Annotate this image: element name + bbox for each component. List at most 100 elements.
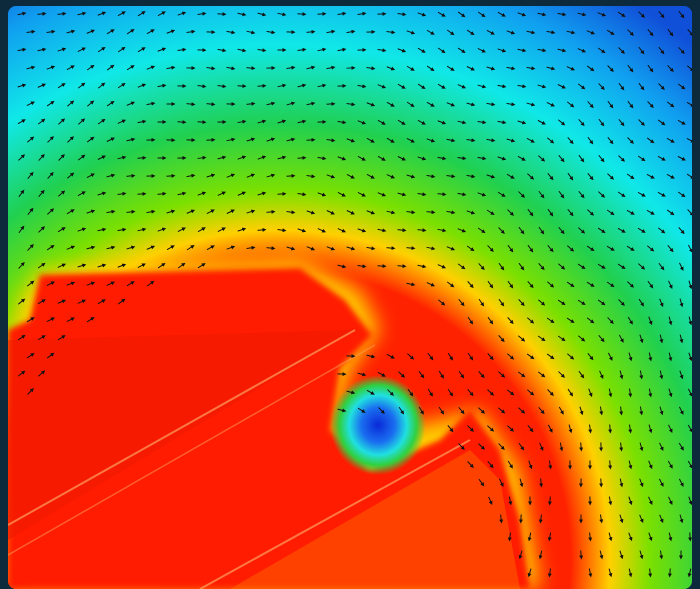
field-arrow xyxy=(486,174,496,179)
field-arrow xyxy=(497,48,507,53)
field-arrow xyxy=(539,478,544,488)
field-arrow xyxy=(226,137,236,142)
field-arrow xyxy=(17,370,26,377)
field-arrow xyxy=(639,406,644,416)
field-arrow xyxy=(397,12,407,17)
field-arrow xyxy=(466,245,475,252)
field-arrow xyxy=(627,281,635,288)
field-arrow xyxy=(639,514,644,524)
field-arrow xyxy=(457,156,467,161)
field-arrow xyxy=(597,12,607,17)
field-arrow xyxy=(357,155,366,161)
field-arrow xyxy=(458,407,465,415)
field-arrow xyxy=(446,174,456,179)
field-arrow xyxy=(517,48,527,53)
field-arrow xyxy=(437,156,447,161)
field-arrow xyxy=(659,370,664,380)
field-arrow xyxy=(687,424,692,433)
field-arrow xyxy=(546,317,555,324)
field-arrow xyxy=(517,371,526,378)
field-arrow xyxy=(137,227,147,232)
field-arrow xyxy=(317,228,327,233)
field-arrow xyxy=(266,101,276,106)
field-arrow xyxy=(397,119,406,125)
field-arrow xyxy=(437,192,447,197)
field-arrow xyxy=(97,118,106,125)
field-arrow xyxy=(66,29,76,34)
image xyxy=(8,6,692,589)
field-arrow xyxy=(47,136,54,143)
field-arrow xyxy=(627,137,634,144)
field-arrow xyxy=(406,210,416,215)
field-arrow xyxy=(427,352,434,361)
field-arrow xyxy=(46,317,55,323)
field-arrow xyxy=(386,210,396,215)
field-arrow xyxy=(66,245,76,250)
field-arrow xyxy=(407,388,414,397)
field-arrow xyxy=(46,100,55,107)
field-arrow xyxy=(186,173,196,178)
field-arrow xyxy=(619,442,624,452)
field-arrow xyxy=(646,209,655,215)
field-arrow xyxy=(586,317,595,324)
field-arrow xyxy=(437,120,447,125)
field-arrow xyxy=(126,173,136,178)
field-arrow xyxy=(406,282,416,287)
field-arrow xyxy=(237,191,247,196)
field-arrow xyxy=(286,173,296,178)
field-arrow xyxy=(446,138,456,143)
field-arrow xyxy=(317,156,327,161)
field-arrow xyxy=(246,245,256,250)
field-arrow xyxy=(337,228,347,233)
field-arrow xyxy=(437,299,446,306)
field-arrow xyxy=(297,228,307,233)
field-arrow xyxy=(478,407,486,414)
field-arrow xyxy=(506,173,515,179)
field-arrow xyxy=(157,11,166,17)
field-arrow xyxy=(578,190,585,199)
field-arrow xyxy=(117,11,126,17)
field-arrow xyxy=(437,83,446,89)
field-arrow xyxy=(77,47,86,52)
field-arrow xyxy=(507,425,514,432)
field-arrow xyxy=(26,29,36,34)
field-arrow xyxy=(86,64,95,71)
field-arrow xyxy=(438,406,445,415)
field-arrow xyxy=(638,263,646,270)
field-arrow xyxy=(257,227,267,232)
field-arrow xyxy=(628,388,633,398)
field-arrow xyxy=(546,66,556,71)
field-arrow xyxy=(466,29,475,36)
field-arrow xyxy=(538,263,545,271)
field-arrow xyxy=(659,406,664,416)
field-arrow xyxy=(658,262,665,271)
field-arrow xyxy=(286,101,296,106)
field-arrow xyxy=(507,460,513,469)
field-arrow xyxy=(678,442,684,451)
field-arrow xyxy=(517,84,527,89)
field-arrow xyxy=(46,281,55,287)
field-arrow xyxy=(527,173,535,180)
field-arrow xyxy=(97,82,106,89)
field-arrow xyxy=(326,29,336,34)
field-arrow xyxy=(86,245,96,250)
field-arrow xyxy=(177,227,186,233)
field-arrow xyxy=(537,84,547,89)
field-arrow xyxy=(477,192,487,197)
field-arrow xyxy=(626,209,635,215)
field-arrow xyxy=(658,83,665,90)
field-arrow xyxy=(627,64,634,73)
field-arrow xyxy=(197,227,206,233)
field-arrow xyxy=(66,100,75,107)
field-arrow xyxy=(417,83,426,90)
field-arrow xyxy=(577,12,587,17)
field-arrow xyxy=(286,65,296,70)
field-arrow xyxy=(457,228,467,233)
field-arrow xyxy=(237,119,247,124)
field-arrow xyxy=(266,209,276,214)
magnet xyxy=(8,268,530,589)
field-arrow xyxy=(406,65,415,71)
field-arrow xyxy=(478,443,485,450)
field-arrow xyxy=(666,101,675,108)
field-arrow xyxy=(566,317,575,324)
